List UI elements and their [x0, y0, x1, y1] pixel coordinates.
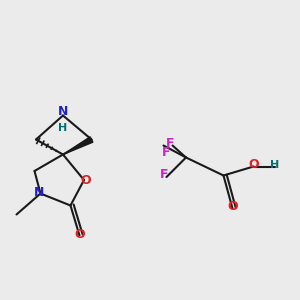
Text: O: O — [248, 158, 259, 172]
Text: N: N — [34, 185, 44, 199]
Text: O: O — [80, 173, 91, 187]
Text: F: F — [160, 168, 168, 181]
Polygon shape — [63, 137, 93, 154]
Text: O: O — [74, 227, 85, 241]
Text: H: H — [58, 123, 68, 133]
Text: N: N — [58, 105, 68, 119]
Text: H: H — [270, 160, 279, 170]
Text: F: F — [166, 136, 174, 150]
Text: F: F — [162, 146, 170, 160]
Text: O: O — [227, 200, 238, 214]
